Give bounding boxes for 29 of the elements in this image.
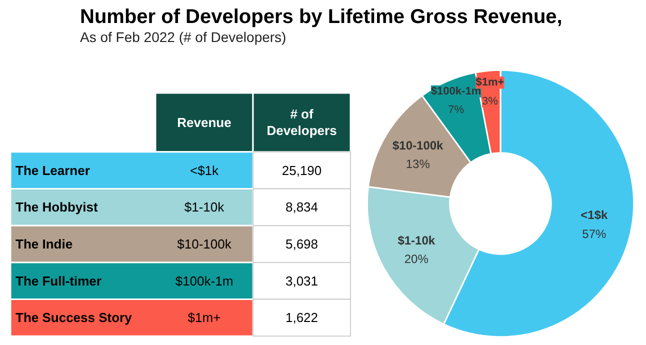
text: $10-100k (177, 236, 232, 252)
text: 25,190 (282, 162, 322, 178)
slice-label: $1-10k (398, 233, 436, 248)
data-label: 20% (404, 252, 429, 266)
slice-label: $10-100k (392, 138, 444, 152)
data-label: 57% (582, 226, 607, 241)
category-label: The Indie (16, 236, 73, 252)
slice-label: $100k-1m (430, 85, 482, 98)
category-label: The Success Story (16, 310, 133, 326)
data-label: 3% (482, 95, 498, 108)
data-label: 13% (406, 156, 430, 171)
text: $1m+ (188, 310, 221, 326)
text: $1-10k (184, 200, 225, 215)
text: 8,834 (285, 200, 318, 215)
text: # of Developers (266, 106, 337, 138)
text: 5,698 (285, 236, 318, 252)
text: As of Feb 2022 (# of Developers) (80, 29, 288, 45)
text: 3,031 (285, 273, 318, 288)
category-label: The Learner (16, 162, 90, 178)
category-label: The Full-timer (16, 273, 102, 288)
text: $100k-1m (175, 273, 234, 288)
text: Number of Developers by Lifetime Gross Revenue, (80, 6, 562, 29)
text: Revenue (177, 114, 232, 130)
data-label: 7% (448, 104, 464, 116)
slice-label: <1$k (580, 208, 608, 222)
text: <$1k (190, 162, 220, 178)
slice-label: $1m+ (476, 76, 504, 89)
category-label: The Hobbyist (16, 200, 99, 215)
text: 1,622 (285, 310, 318, 326)
